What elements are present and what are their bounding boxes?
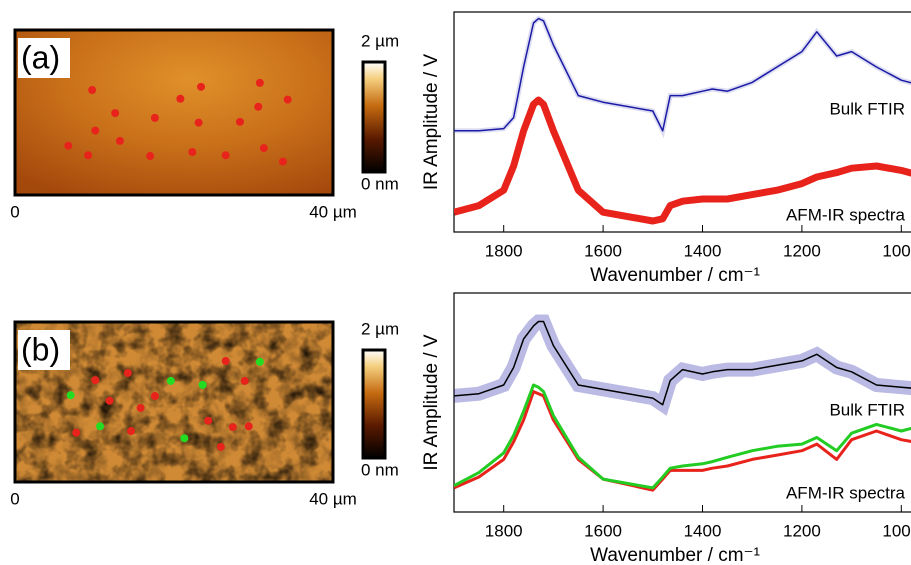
measurement-point [91, 376, 100, 385]
measurement-point [221, 357, 230, 366]
measurement-point [96, 422, 105, 431]
spectrum-line [454, 96, 911, 225]
x-tick-label: 1200 [783, 241, 821, 260]
panel-label: (a) [21, 39, 60, 75]
measurement-point [180, 434, 189, 443]
x-tick-label: 1400 [684, 521, 722, 540]
y-axis-label: IR Amplitude / V [421, 334, 442, 471]
measurement-point [235, 117, 244, 126]
measurement-point [228, 423, 237, 432]
measurement-point [278, 157, 287, 166]
measurement-point [64, 141, 73, 150]
panel-label-box [18, 38, 70, 78]
x-tick-label: 1800 [485, 241, 523, 260]
x-tick-label: 1600 [584, 521, 622, 540]
measurement-point [204, 416, 213, 425]
measurement-point [176, 94, 185, 103]
measurement-point [254, 102, 263, 111]
colorbar-label: 0 nm [361, 174, 399, 193]
y-axis-label: IR Amplitude / V [421, 54, 442, 191]
panel-label: (b) [21, 331, 60, 367]
series-label: AFM-IR spectra [786, 205, 906, 224]
x-tick-label: 40 µm [309, 202, 357, 221]
afm-frame [13, 320, 335, 484]
spectrum-line [454, 17, 911, 132]
measurement-point [283, 95, 292, 104]
colorbar-label: 2 µm [361, 319, 399, 338]
measurement-point [197, 82, 206, 91]
measurement-point [198, 380, 207, 389]
series-label: Bulk FTIR [829, 99, 905, 118]
measurement-point [188, 148, 197, 157]
measurement-point [115, 136, 124, 145]
spectrum-line [454, 320, 911, 406]
measurement-point [91, 126, 100, 135]
x-axis-label: Wavenumber / cm⁻¹ [590, 545, 760, 565]
measurement-point [84, 151, 93, 160]
panel-label-box [18, 330, 70, 370]
measurement-point [255, 78, 264, 87]
measurement-point [127, 427, 136, 436]
measurement-point [194, 118, 203, 127]
measurement-point [88, 86, 97, 95]
measurement-point [123, 368, 132, 377]
x-tick-label: 1400 [684, 241, 722, 260]
measurement-point [240, 376, 249, 385]
measurement-point [105, 396, 114, 405]
x-tick-label: 0 [10, 202, 19, 221]
x-tick-label: 1200 [783, 521, 821, 540]
afm-frame [13, 28, 335, 197]
series-label: AFM-IR spectra [786, 483, 906, 502]
x-tick-label: 1600 [584, 241, 622, 260]
plot-area [454, 15, 911, 225]
measurement-point [136, 403, 145, 412]
x-tick-label: 1000 [882, 521, 911, 540]
measurement-point [166, 376, 175, 385]
spectrum-line [454, 383, 911, 490]
measurement-point [150, 113, 159, 122]
measurement-point [150, 392, 159, 401]
measurement-point [221, 151, 230, 160]
measurement-point [244, 422, 253, 431]
measurement-point [216, 442, 225, 451]
spectrum-line [454, 390, 911, 492]
measurement-point [111, 109, 120, 118]
x-axis-label: Wavenumber / cm⁻¹ [590, 265, 760, 286]
colorbar-label: 2 µm [361, 31, 399, 50]
x-tick-label: 40 µm [309, 489, 357, 508]
measurement-point [255, 357, 264, 366]
measurement-point [72, 428, 81, 437]
series-label: Bulk FTIR [829, 400, 905, 419]
x-tick-label: 1000 [882, 241, 911, 260]
measurement-point [259, 144, 268, 153]
x-tick-label: 0 [10, 489, 19, 508]
plot-area [454, 314, 911, 492]
error-band [454, 314, 911, 416]
x-tick-label: 1800 [485, 521, 523, 540]
colorbar [361, 60, 387, 174]
measurement-point [146, 152, 155, 161]
colorbar [361, 348, 387, 460]
colorbar-label: 0 nm [361, 460, 399, 479]
measurement-point [66, 391, 75, 400]
